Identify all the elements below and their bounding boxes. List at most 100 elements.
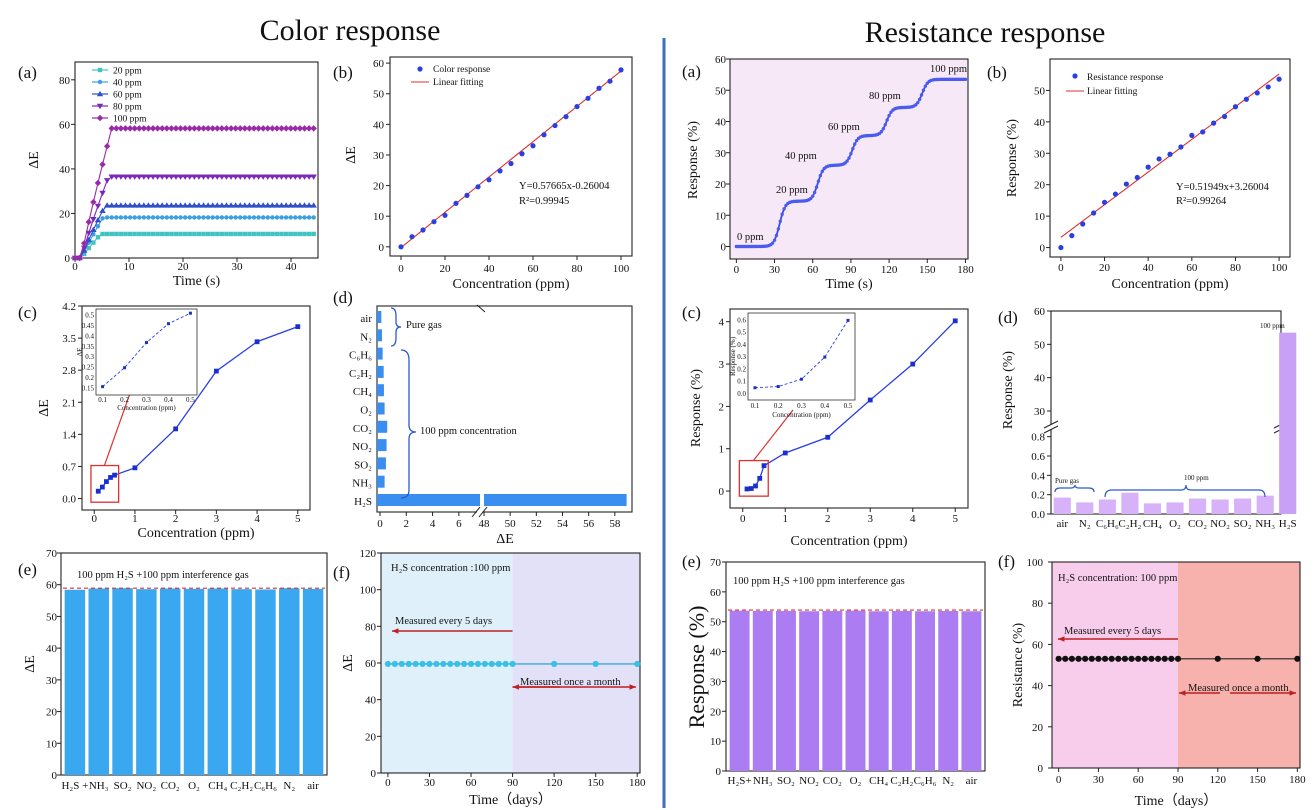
rb-y-tick-label: 30 [1034, 148, 1046, 160]
axis-break-gap [1045, 424, 1057, 429]
data-point [1174, 655, 1182, 662]
panel-note: 100 ppm H₂S +100 ppm interference gas [733, 576, 905, 587]
data-point [440, 660, 447, 668]
annotation-arrow-head [392, 628, 399, 634]
data-point [283, 231, 289, 237]
y-tick-label: 0.6 [1031, 451, 1045, 463]
category-label: SO₂ [354, 459, 372, 471]
data-point [146, 231, 151, 237]
data-point [224, 215, 229, 220]
data-point [780, 212, 784, 216]
category-label: CH₄ [869, 775, 888, 787]
b-x-tick-label: 100 [613, 263, 630, 275]
data-point [1101, 655, 1109, 662]
data-point [1101, 199, 1108, 205]
data-point [1168, 655, 1175, 662]
y-tick-label: 0.2 [1031, 490, 1045, 502]
data-point [94, 203, 102, 210]
b-y-tick-label: 30 [373, 150, 385, 162]
data-point [155, 215, 160, 220]
ra-x-tick-label: 120 [881, 264, 898, 276]
inset-x-tick-label: 0.1 [98, 396, 107, 404]
rf-x-tick-label: 60 [1133, 774, 1145, 786]
annotation: Measured every 5 days [1064, 626, 1161, 637]
data-point [85, 236, 92, 243]
bar [231, 589, 252, 775]
right-title: Resistance response [865, 16, 1106, 49]
data-point [1082, 655, 1089, 662]
data-point [1115, 655, 1122, 662]
panel-label: (b) [987, 63, 1007, 82]
data-point [219, 215, 225, 220]
x-axis-label: Time (s) [173, 274, 221, 289]
bar [799, 611, 820, 771]
data-point [1121, 655, 1129, 662]
e-y-tick-label: 20 [46, 707, 58, 719]
c-x-tick-label: 1 [132, 513, 138, 525]
ra-x-tick-label: 0 [734, 264, 740, 276]
ra-y-tick-label: 10 [715, 210, 727, 222]
inset-y-tick-label: 0.0 [737, 390, 746, 398]
data-point [237, 125, 244, 132]
data-point [200, 202, 207, 208]
a-x-tick-label: 10 [124, 261, 136, 273]
inset-point [823, 355, 827, 359]
rc-x-tick-label: 1 [783, 513, 789, 525]
c-x-tick-label: 5 [295, 513, 301, 525]
data-point [269, 125, 276, 132]
data-point [91, 240, 96, 245]
bar [377, 439, 387, 452]
legend-marker [96, 103, 104, 110]
y-axis-label: Response (%) [1005, 119, 1020, 197]
category-label: O₂ [850, 775, 862, 787]
bar [377, 457, 386, 470]
data-point [155, 231, 160, 237]
bar [1188, 498, 1207, 514]
panel-f-frame [1051, 561, 1301, 769]
data-point [177, 125, 184, 132]
rf-y-tick-label: 40 [1032, 681, 1044, 693]
data-point [782, 450, 788, 456]
data-point [131, 202, 138, 208]
data-point [126, 202, 134, 208]
data-point [1123, 181, 1129, 187]
data-point [292, 202, 299, 208]
data-point [137, 231, 142, 237]
rf-y-tick-label: 100 [1027, 557, 1044, 569]
data-point [136, 125, 143, 132]
data-point [117, 202, 125, 208]
annotation: Pure gas [406, 320, 442, 331]
axis-break-mark [478, 506, 488, 518]
data-point [634, 660, 641, 668]
category-label: NO₂ [799, 775, 819, 787]
data-point [201, 215, 206, 220]
series-line [75, 216, 314, 259]
inset-y-tick-label: 0.3 [85, 353, 94, 361]
panel-label: (d) [333, 288, 353, 307]
panel-label: (c) [682, 303, 701, 322]
b-x-tick-label: 20 [440, 263, 452, 275]
data-point [748, 486, 754, 491]
category-label: C₆H₆ [1096, 518, 1119, 530]
panel-note: H₂S concentration :100 ppm [391, 563, 510, 574]
a-x-tick-label: 20 [178, 261, 190, 273]
c-y-tick-label: 2.8 [62, 365, 76, 377]
rf-x-tick-label: 180 [1289, 774, 1306, 786]
legend-label: 100 ppm [113, 115, 147, 125]
e-y-tick-label: 10 [46, 738, 58, 750]
data-point [182, 215, 188, 220]
e-y-tick-label: 40 [46, 643, 58, 655]
data-point [409, 234, 415, 240]
category-label: C₆H₆ [349, 350, 372, 362]
data-point [845, 159, 849, 163]
rf-y-tick-label: 60 [1032, 639, 1044, 651]
rf-y-tick-label: 20 [1032, 722, 1044, 734]
data-point [250, 202, 258, 208]
data-point [242, 231, 248, 237]
category-label: C₂H₂ [890, 775, 913, 787]
series-line [97, 326, 299, 492]
data-point [237, 202, 244, 208]
inset-point [145, 341, 148, 345]
a-y-tick-label: 0 [65, 253, 71, 265]
rf-y-tick-label: 80 [1032, 598, 1044, 610]
